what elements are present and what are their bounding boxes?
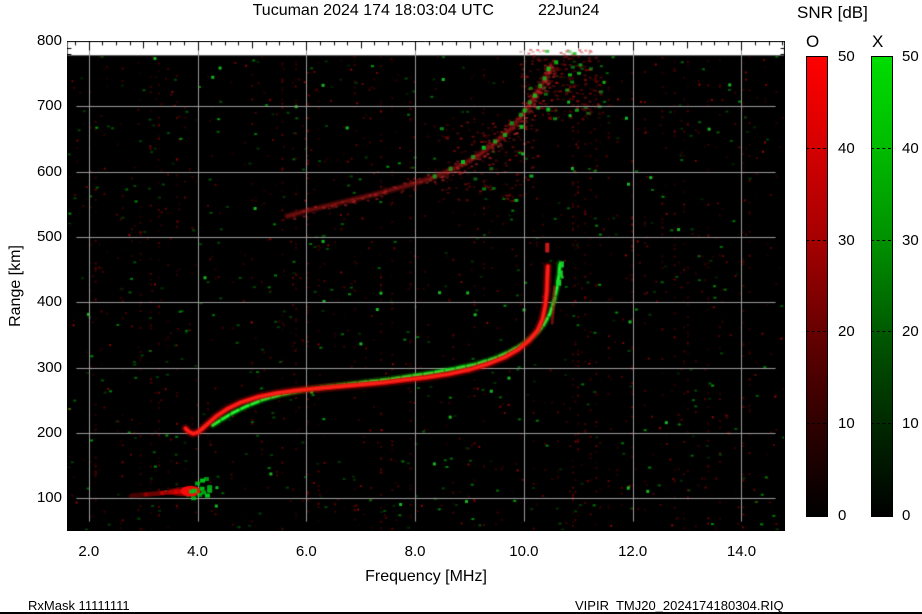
x-tick-label: 2.0 <box>78 543 100 560</box>
o-mode-colorbar <box>806 56 828 517</box>
x-colorbar-tick-dash <box>871 331 891 333</box>
x-colorbar-tick-dash <box>871 147 891 149</box>
o-colorbar-tick-label: 20 <box>838 323 855 341</box>
colorbar-title: SNR [dB] <box>797 3 868 22</box>
x-tick-label: 4.0 <box>187 543 208 560</box>
x-colorbar-tick-dash <box>871 423 891 425</box>
title-station-time: Tucuman 2024 174 18:03:04 UTC <box>252 2 494 19</box>
x-colorbar-tick-dash <box>871 239 891 241</box>
x-mode-colorbar <box>871 56 893 517</box>
x-colorbar-tick-label: 10 <box>902 415 919 433</box>
y-tick-label: 700 <box>36 97 62 115</box>
rx-mask-note: RxMask 11111111 <box>28 598 130 613</box>
x-colorbar-tick-label: 40 <box>902 139 919 157</box>
x-tick-label: 8.0 <box>404 543 426 560</box>
page-title: Tucuman 2024 174 18:03:04 UTC 22Jun24 <box>67 2 785 20</box>
x-colorbar-tick-label: 50 <box>902 48 919 65</box>
y-tick-label: 300 <box>36 358 62 376</box>
o-colorbar-tick-label: 40 <box>838 139 855 157</box>
x-tick-label: 14.0 <box>726 543 757 560</box>
ionogram-plot-canvas <box>67 41 785 531</box>
o-colorbar-tick-dash <box>806 423 826 425</box>
y-tick-label: 800 <box>36 32 62 49</box>
data-file-note: VIPIR TMJ20_2024174180304.RIQ <box>575 598 784 613</box>
x-colorbar-tick-label: 0 <box>902 507 911 524</box>
y-tick-label: 400 <box>36 293 62 311</box>
x-tick-label: 12.0 <box>618 543 648 560</box>
o-colorbar-tick-label: 10 <box>838 415 855 433</box>
y-tick-label: 600 <box>36 162 62 180</box>
x-tick-label: 6.0 <box>295 543 317 560</box>
o-colorbar-tick-label: 30 <box>838 231 855 249</box>
y-tick-label: 200 <box>36 424 62 441</box>
o-mode-label: O <box>806 32 820 51</box>
x-mode-label: X <box>872 32 884 51</box>
y-axis-label: Range [km] <box>7 245 24 327</box>
title-date: 22Jun24 <box>537 2 600 19</box>
o-colorbar-tick-label: 0 <box>838 507 847 524</box>
o-colorbar-tick-dash <box>806 147 826 149</box>
x-axis-label: Frequency [MHz] <box>365 568 487 585</box>
y-tick-label: 100 <box>36 489 62 507</box>
x-colorbar-tick-label: 30 <box>902 231 919 249</box>
o-colorbar-tick-dash <box>806 331 826 333</box>
o-colorbar-tick-dash <box>806 239 826 241</box>
x-tick-label: 10.0 <box>509 543 539 560</box>
y-tick-label: 500 <box>36 228 62 245</box>
x-colorbar-tick-label: 20 <box>902 323 919 341</box>
o-colorbar-tick-label: 50 <box>838 48 855 65</box>
bottom-rule <box>0 612 922 614</box>
